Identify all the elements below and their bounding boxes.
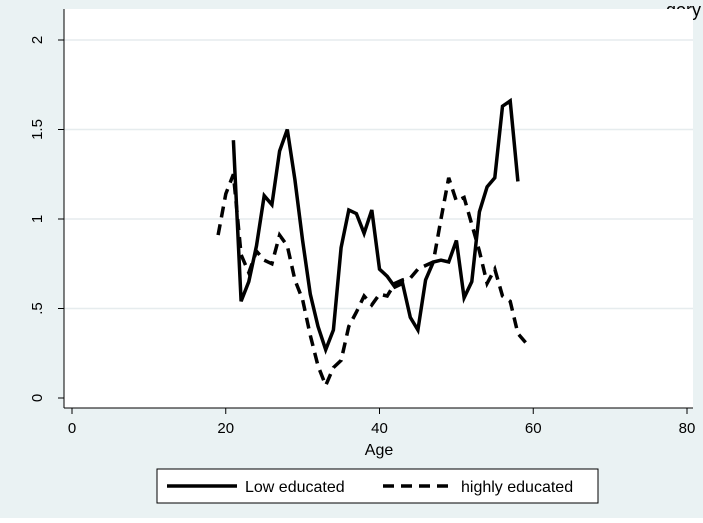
x-tick-label: 60 xyxy=(525,420,542,437)
y-tick-label: 1.5 xyxy=(29,119,46,140)
x-tick-label: 0 xyxy=(68,420,76,437)
legend: Low educated highly educated xyxy=(156,468,599,504)
y-tick-label: .5 xyxy=(29,302,46,315)
legend-label-low-educated: Low educated xyxy=(245,479,345,496)
x-tick-label: 80 xyxy=(679,420,696,437)
x-tick-label: 40 xyxy=(371,420,388,437)
legend-label-highly-educated: highly educated xyxy=(461,479,573,496)
y-tick-label: 2 xyxy=(29,36,46,44)
y-tick-label: 0 xyxy=(29,394,46,402)
y-tick-label: 1 xyxy=(29,215,46,223)
series-line-low-educated xyxy=(231,97,520,355)
plot-area xyxy=(64,9,693,408)
gridlines xyxy=(64,39,693,310)
series-layer xyxy=(216,97,527,391)
x-axis-label: Age xyxy=(365,442,394,459)
axes: 0.511.520 20 40 60 80 xyxy=(29,9,695,437)
x-tick-label: 20 xyxy=(217,420,234,437)
series-line-highly-educated xyxy=(216,173,527,391)
